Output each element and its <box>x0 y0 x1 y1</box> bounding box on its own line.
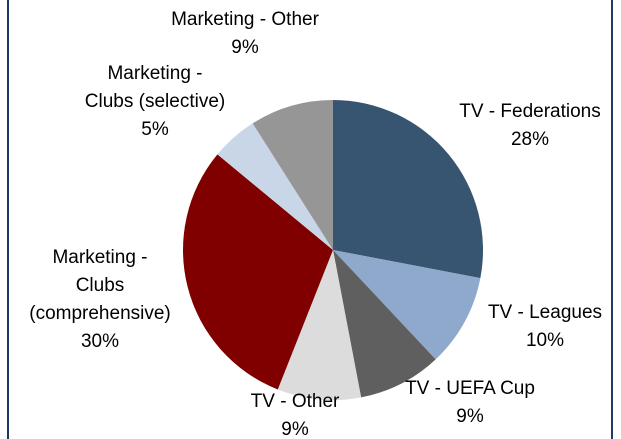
slice-label: TV - Federations <box>459 101 601 122</box>
slice-label: Marketing - Other <box>171 9 319 30</box>
slice-label-line: Clubs <box>76 275 125 296</box>
slice-label-line: TV - Other <box>251 391 340 412</box>
value-label: 5% <box>141 119 169 140</box>
slice-label: Marketing - Clubs (comprehensive) <box>29 247 171 324</box>
value-label: 9% <box>456 406 484 427</box>
slice-label-line: TV - Federations <box>459 101 601 122</box>
slice-label-line: TV - UEFA Cup <box>405 378 535 399</box>
pie-slice <box>182 154 333 390</box>
slice-label: TV - UEFA Cup <box>405 378 535 399</box>
slice-label: TV - Leagues <box>488 302 602 323</box>
slice-label-line: Clubs (selective) <box>85 91 225 112</box>
pie-slice <box>333 250 481 360</box>
pie-slice <box>333 250 436 398</box>
value-label: 9% <box>281 419 309 439</box>
slice-label-line: Marketing - Other <box>171 9 319 30</box>
value-label: 30% <box>81 331 119 352</box>
value-label: 10% <box>526 330 564 351</box>
slice-label-line: Marketing - <box>107 63 202 84</box>
pie-slice <box>252 100 333 250</box>
pie-slice <box>333 100 483 279</box>
pie-slice <box>217 123 333 250</box>
slice-label: Marketing - Clubs (selective) <box>85 63 225 112</box>
pie-slice <box>277 250 362 400</box>
slice-label-line: TV - Leagues <box>488 302 602 323</box>
value-label: 28% <box>511 129 549 150</box>
slice-label-line: (comprehensive) <box>29 303 171 324</box>
value-label: 9% <box>231 37 259 58</box>
slice-label-line: Marketing - <box>52 247 147 268</box>
slice-label: TV - Other <box>251 391 340 412</box>
